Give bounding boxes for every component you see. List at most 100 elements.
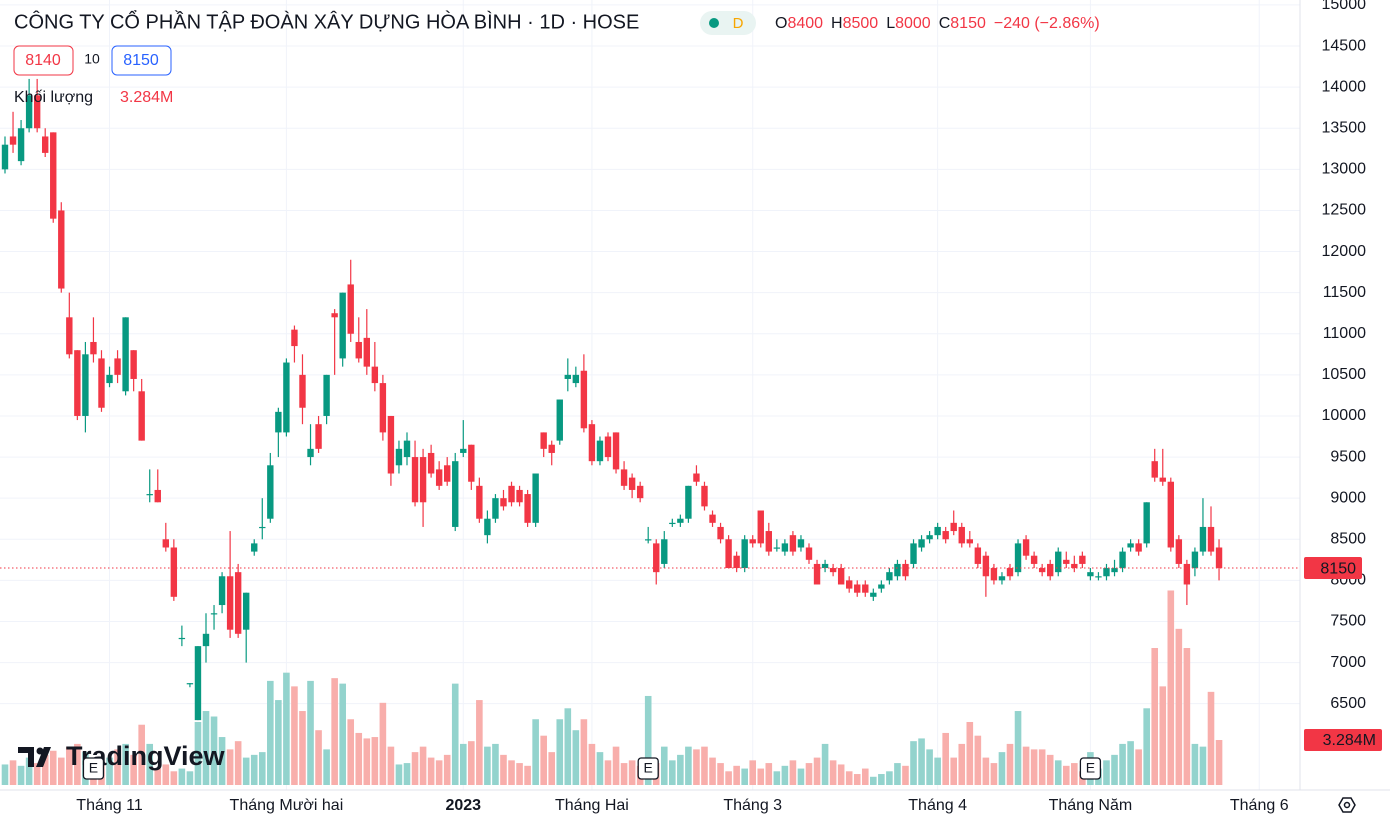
volume-bar [371, 737, 379, 785]
candle-body [958, 526, 965, 544]
volume-bar [492, 743, 499, 785]
volume-bar [33, 763, 41, 785]
candle-body [846, 580, 853, 589]
volume-bar [660, 746, 668, 785]
candle-body [1022, 539, 1030, 556]
candle-body [234, 572, 242, 634]
candle-body [186, 683, 194, 685]
candle-body [435, 469, 443, 486]
volume-bar [323, 749, 330, 785]
candle-body [902, 563, 909, 577]
volume-bar [693, 749, 700, 785]
bid[interactable]: 8140 [25, 52, 61, 69]
candle-body [9, 136, 17, 145]
candle-body [862, 584, 869, 593]
candle-body [66, 317, 73, 355]
candle-body [307, 448, 314, 458]
last-volume-label: 3.284M [1323, 732, 1376, 749]
volume-bar [749, 760, 757, 785]
volume-bar [789, 760, 797, 785]
volume-bar [49, 750, 57, 785]
candle-body [500, 498, 507, 507]
candle-body [709, 514, 716, 523]
candle-body [1135, 543, 1142, 552]
volume-bar [1167, 590, 1175, 785]
ohlc-value: 8000 [895, 15, 931, 32]
ask-box[interactable] [111, 45, 172, 76]
candle-body [821, 563, 829, 569]
candle-body [355, 341, 362, 359]
volume-bar [435, 760, 443, 785]
candle-body [548, 444, 555, 453]
candle-body [170, 547, 178, 597]
volume-bar [427, 757, 435, 785]
volume-bar [524, 765, 531, 785]
volume-bar [210, 716, 218, 785]
candle-body [725, 539, 732, 569]
volume-bar [1103, 760, 1110, 785]
volume-bar [998, 752, 1006, 785]
volume-bar [950, 757, 958, 785]
volume-bar [709, 757, 716, 785]
candle-body [1175, 539, 1183, 564]
volume-bar [1111, 754, 1118, 785]
x-tick-label: Tháng Năm [1049, 797, 1133, 814]
candle-body [74, 350, 81, 416]
volume-bar [516, 763, 523, 785]
candle-body [1087, 572, 1094, 577]
candle-body [645, 539, 652, 541]
volume-bar [1159, 686, 1167, 785]
settings-core[interactable] [1343, 801, 1351, 809]
settings-hex[interactable] [1338, 797, 1356, 813]
volume-bar [878, 774, 885, 785]
volume-bar [628, 760, 636, 785]
candle-body [677, 518, 684, 523]
earnings-marker [637, 757, 659, 780]
volume-bar [1199, 746, 1207, 785]
earnings-label: E [644, 760, 653, 776]
y-tick-label: 10000 [1322, 407, 1367, 424]
candle-body [1183, 563, 1191, 585]
volume-bar [829, 760, 837, 785]
ohlc-values: O8400 H8500 L8000 C8150 −240 (−2.86%) [775, 15, 1100, 32]
candle-body [194, 646, 202, 721]
candle-body [1199, 526, 1207, 552]
volume-bar [1143, 708, 1150, 785]
candle-body [556, 399, 563, 441]
candle-body [427, 452, 435, 474]
volume-bar [1030, 749, 1038, 785]
earnings-label: E [1086, 760, 1095, 776]
volume-bar [403, 763, 411, 785]
candle-body [781, 543, 789, 552]
last-price-label: 8150 [1320, 560, 1356, 577]
volume-bar [853, 774, 861, 785]
candle-body [998, 576, 1006, 581]
volume-bar [990, 763, 998, 785]
y-tick-label: 6500 [1330, 695, 1366, 712]
candle-body [90, 341, 97, 355]
volume-bar [1183, 648, 1191, 785]
bid-box[interactable] [13, 45, 74, 76]
ohlc-letter: L [886, 15, 895, 32]
candle-body [789, 535, 797, 552]
x-tick-label: Tháng Hai [555, 797, 629, 814]
candle-body [106, 374, 113, 384]
ask[interactable]: 8150 [123, 52, 159, 69]
candle-body [966, 539, 973, 544]
ohlc-value: 8500 [843, 15, 879, 32]
x-tick-label: 2023 [445, 797, 481, 814]
volume-bar [1054, 760, 1062, 785]
candle-body [1151, 461, 1158, 478]
candle-body [226, 576, 234, 630]
settings-icon[interactable] [1338, 797, 1356, 813]
last-volume-box [1304, 729, 1382, 752]
volume-bar [532, 719, 539, 785]
candle-body [162, 539, 169, 548]
volume-bar [540, 735, 547, 785]
volume-bar [66, 746, 73, 785]
candle-body [1167, 481, 1174, 548]
volume-bar [861, 768, 869, 785]
volume-bar [821, 743, 829, 785]
candle-body [918, 539, 925, 548]
